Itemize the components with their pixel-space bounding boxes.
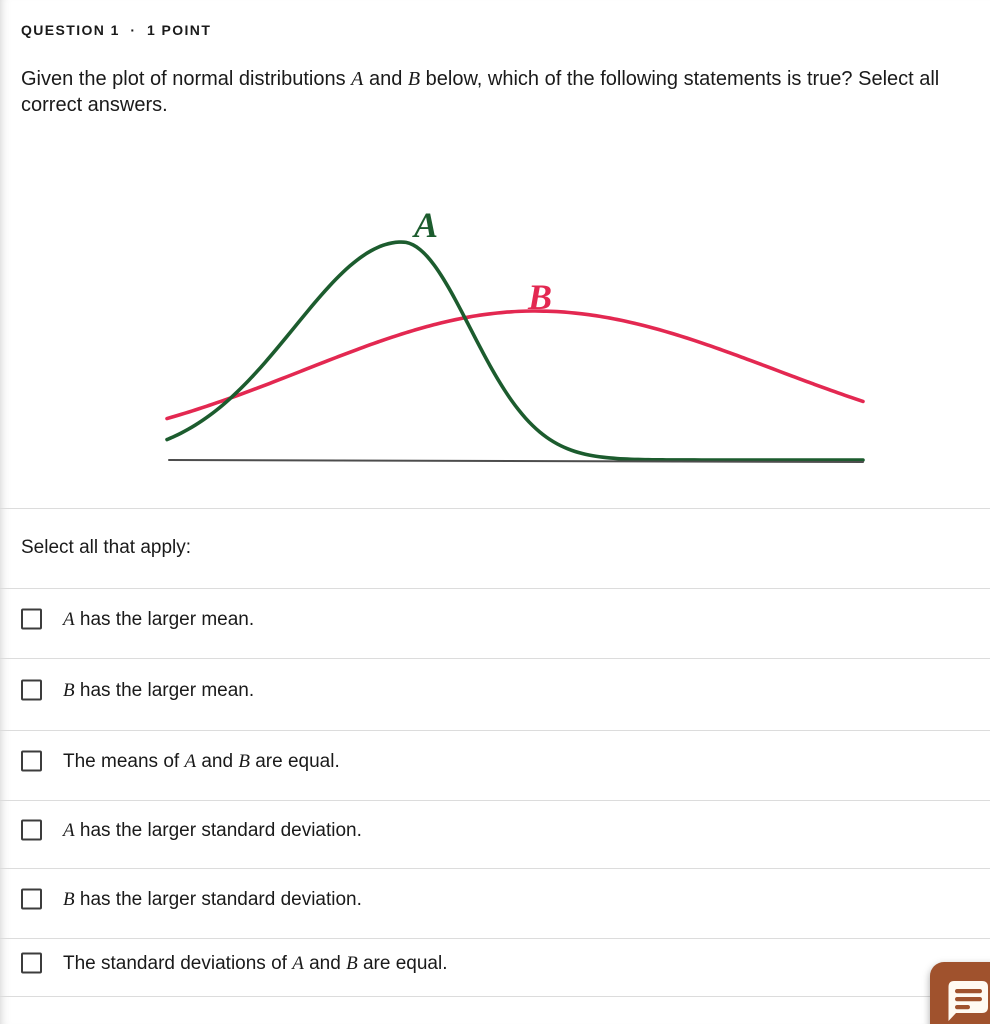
svg-text:A: A [412, 205, 438, 245]
svg-text:B: B [527, 277, 552, 317]
